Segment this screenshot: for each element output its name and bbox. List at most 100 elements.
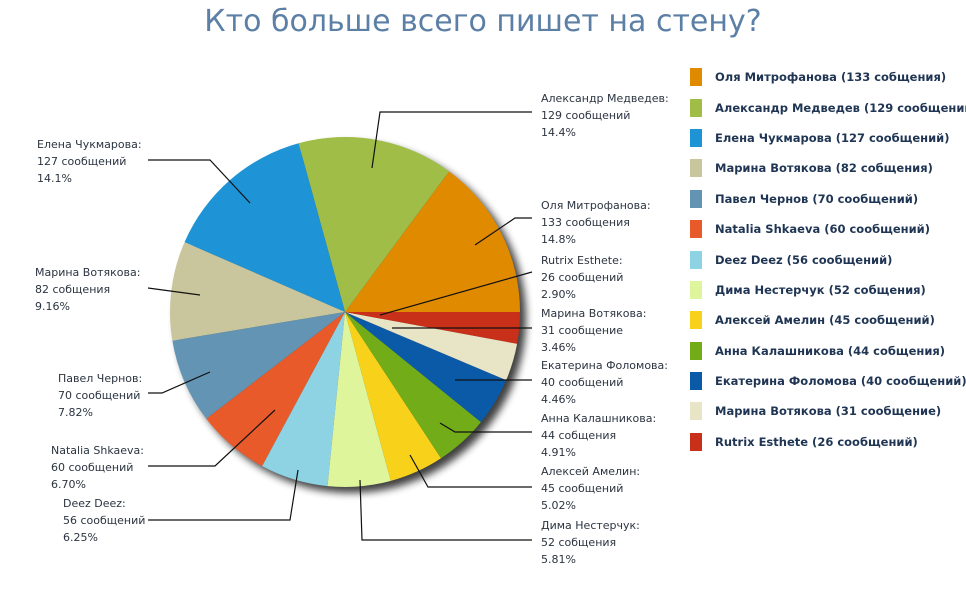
legend-swatch	[690, 189, 702, 208]
pie-slice	[345, 312, 442, 481]
data-label-percent: 5.81%	[541, 553, 576, 566]
data-label-percent: 5.02%	[541, 499, 576, 512]
leader-line	[409, 454, 532, 488]
legend-item: Deez Deez (56 сообщений)	[690, 244, 966, 274]
data-label-value: 129 сообщений	[541, 107, 669, 124]
legend-label: Анна Калашникова (44 собщения)	[715, 343, 946, 358]
pie-slice	[345, 312, 507, 423]
data-label-name: Дима Нестерчук:	[541, 519, 640, 532]
legend-label: Deez Deez (56 сообщений)	[715, 252, 893, 267]
data-label: Елена Чукмарова: 127 сообщений 14.1%	[37, 136, 142, 187]
legend-item: Анна Калашникова (44 собщения)	[690, 336, 966, 366]
legend-swatch	[690, 432, 702, 451]
data-label-value: 31 сообщение	[541, 322, 646, 339]
value: 70	[58, 389, 72, 402]
legend-item: Дима Нестерчук (52 собщения)	[690, 275, 966, 305]
value: 82	[35, 283, 49, 296]
unit: сообщений	[61, 155, 127, 168]
legend-swatch	[690, 128, 702, 147]
legend-label: Марина Вотякова (82 собщения)	[715, 161, 933, 176]
data-label-name: Марина Вотякова:	[541, 307, 647, 320]
legend-label: Дима Нестерчук (52 собщения)	[715, 282, 926, 297]
legend-label: Елена Чукмарова (127 сообщений)	[715, 130, 950, 145]
legend-swatch	[690, 68, 702, 87]
pie-slice	[172, 312, 345, 419]
unit: сообщений	[68, 461, 134, 474]
data-label-value: 45 сообщений	[541, 480, 640, 497]
legend-swatch	[690, 372, 702, 391]
legend-item: Алексей Амелин (45 сообщений)	[690, 305, 966, 335]
leader-line	[148, 409, 276, 467]
legend-swatch	[690, 341, 702, 360]
data-label-value: 82 собщения	[35, 281, 140, 298]
unit: сообщения	[565, 216, 630, 229]
value: 31	[541, 324, 555, 337]
data-label-percent: 2.90%	[541, 288, 576, 301]
leader-line	[371, 111, 532, 169]
value: 52	[541, 536, 555, 549]
data-label-value: 26 сообщений	[541, 269, 623, 286]
unit: сообщений	[565, 109, 631, 122]
legend-label: Natalia Shkaeva (60 сообщений)	[715, 222, 930, 237]
data-label: Алексей Амелин: 45 сообщений 5.02%	[541, 463, 640, 514]
legend-item: Natalia Shkaeva (60 сообщений)	[690, 214, 966, 244]
pie-slice	[345, 312, 518, 381]
legend-item: Оля Митрофанова (133 собщения)	[690, 62, 966, 92]
legend-label: Марина Вотякова (31 сообщение)	[715, 404, 942, 419]
data-label: Анна Калашникова: 44 собщения 4.91%	[541, 410, 656, 461]
leader-line	[359, 479, 532, 541]
data-label-name: Марина Вотякова:	[35, 266, 141, 279]
value: 40	[541, 376, 555, 389]
legend-item: Марина Вотякова (31 сообщение)	[690, 396, 966, 426]
unit: сообщение	[558, 324, 624, 337]
value: 129	[541, 109, 562, 122]
data-label: Оля Митрофанова: 133 сообщения 14.8%	[541, 197, 651, 248]
legend-swatch	[690, 98, 702, 117]
pie-slice	[345, 312, 481, 459]
leader-line	[474, 217, 532, 246]
value: 133	[541, 216, 562, 229]
data-label: Natalia Shkaeva: 60 сообщений 6.70%	[51, 442, 144, 493]
data-label-value: 56 сообщений	[63, 512, 145, 529]
unit: сообщений	[80, 514, 146, 527]
value: 56	[63, 514, 77, 527]
data-label-value: 40 сообщений	[541, 374, 668, 391]
data-label-name: Deez Deez:	[63, 497, 126, 510]
data-label-value: 52 собщения	[541, 534, 640, 551]
legend-swatch	[690, 159, 702, 178]
data-label: Rutrix Esthete: 26 сообщений 2.90%	[541, 252, 623, 303]
legend-label: Оля Митрофанова (133 собщения)	[715, 70, 947, 85]
pie-slice	[298, 137, 450, 312]
legend-label: Rutrix Esthete (26 сообщений)	[715, 434, 918, 449]
data-label-percent: 14.8%	[541, 233, 576, 246]
data-label: Дима Нестерчук: 52 собщения 5.81%	[541, 517, 640, 568]
legend-swatch	[690, 250, 702, 269]
data-label: Марина Вотякова: 31 сообщение 3.46%	[541, 305, 646, 356]
unit: собщения	[558, 429, 617, 442]
data-label-percent: 14.4%	[541, 126, 576, 139]
unit: собщения	[52, 283, 111, 296]
data-label-name: Александр Медведев:	[541, 92, 669, 105]
data-label: Александр Медведев: 129 сообщений 14.4%	[541, 90, 669, 141]
legend-item: Павел Чернов (70 сообщений)	[690, 184, 966, 214]
legend-swatch	[690, 220, 702, 239]
legend-label: Екатерина Фоломова (40 сообщений)	[715, 374, 966, 389]
data-label-value: 44 собщения	[541, 427, 656, 444]
pie-slice	[184, 143, 345, 312]
unit: сообщений	[558, 271, 624, 284]
legend-label: Павел Чернов (70 сообщений)	[715, 191, 919, 206]
data-label-percent: 6.70%	[51, 478, 86, 491]
data-label-name: Екатерина Фоломова:	[541, 359, 668, 372]
value: 60	[51, 461, 65, 474]
leader-line	[148, 371, 211, 394]
pie-slice	[170, 242, 345, 341]
leader-line	[379, 271, 533, 316]
data-label-percent: 4.46%	[541, 393, 576, 406]
data-label-name: Елена Чукмарова:	[37, 138, 142, 151]
pie-slice	[327, 312, 391, 487]
data-label-percent: 7.82%	[58, 406, 93, 419]
value: 127	[37, 155, 58, 168]
leader-line	[148, 469, 299, 521]
pie-slice	[262, 312, 345, 487]
data-label: Марина Вотякова: 82 собщения 9.16%	[35, 264, 140, 315]
